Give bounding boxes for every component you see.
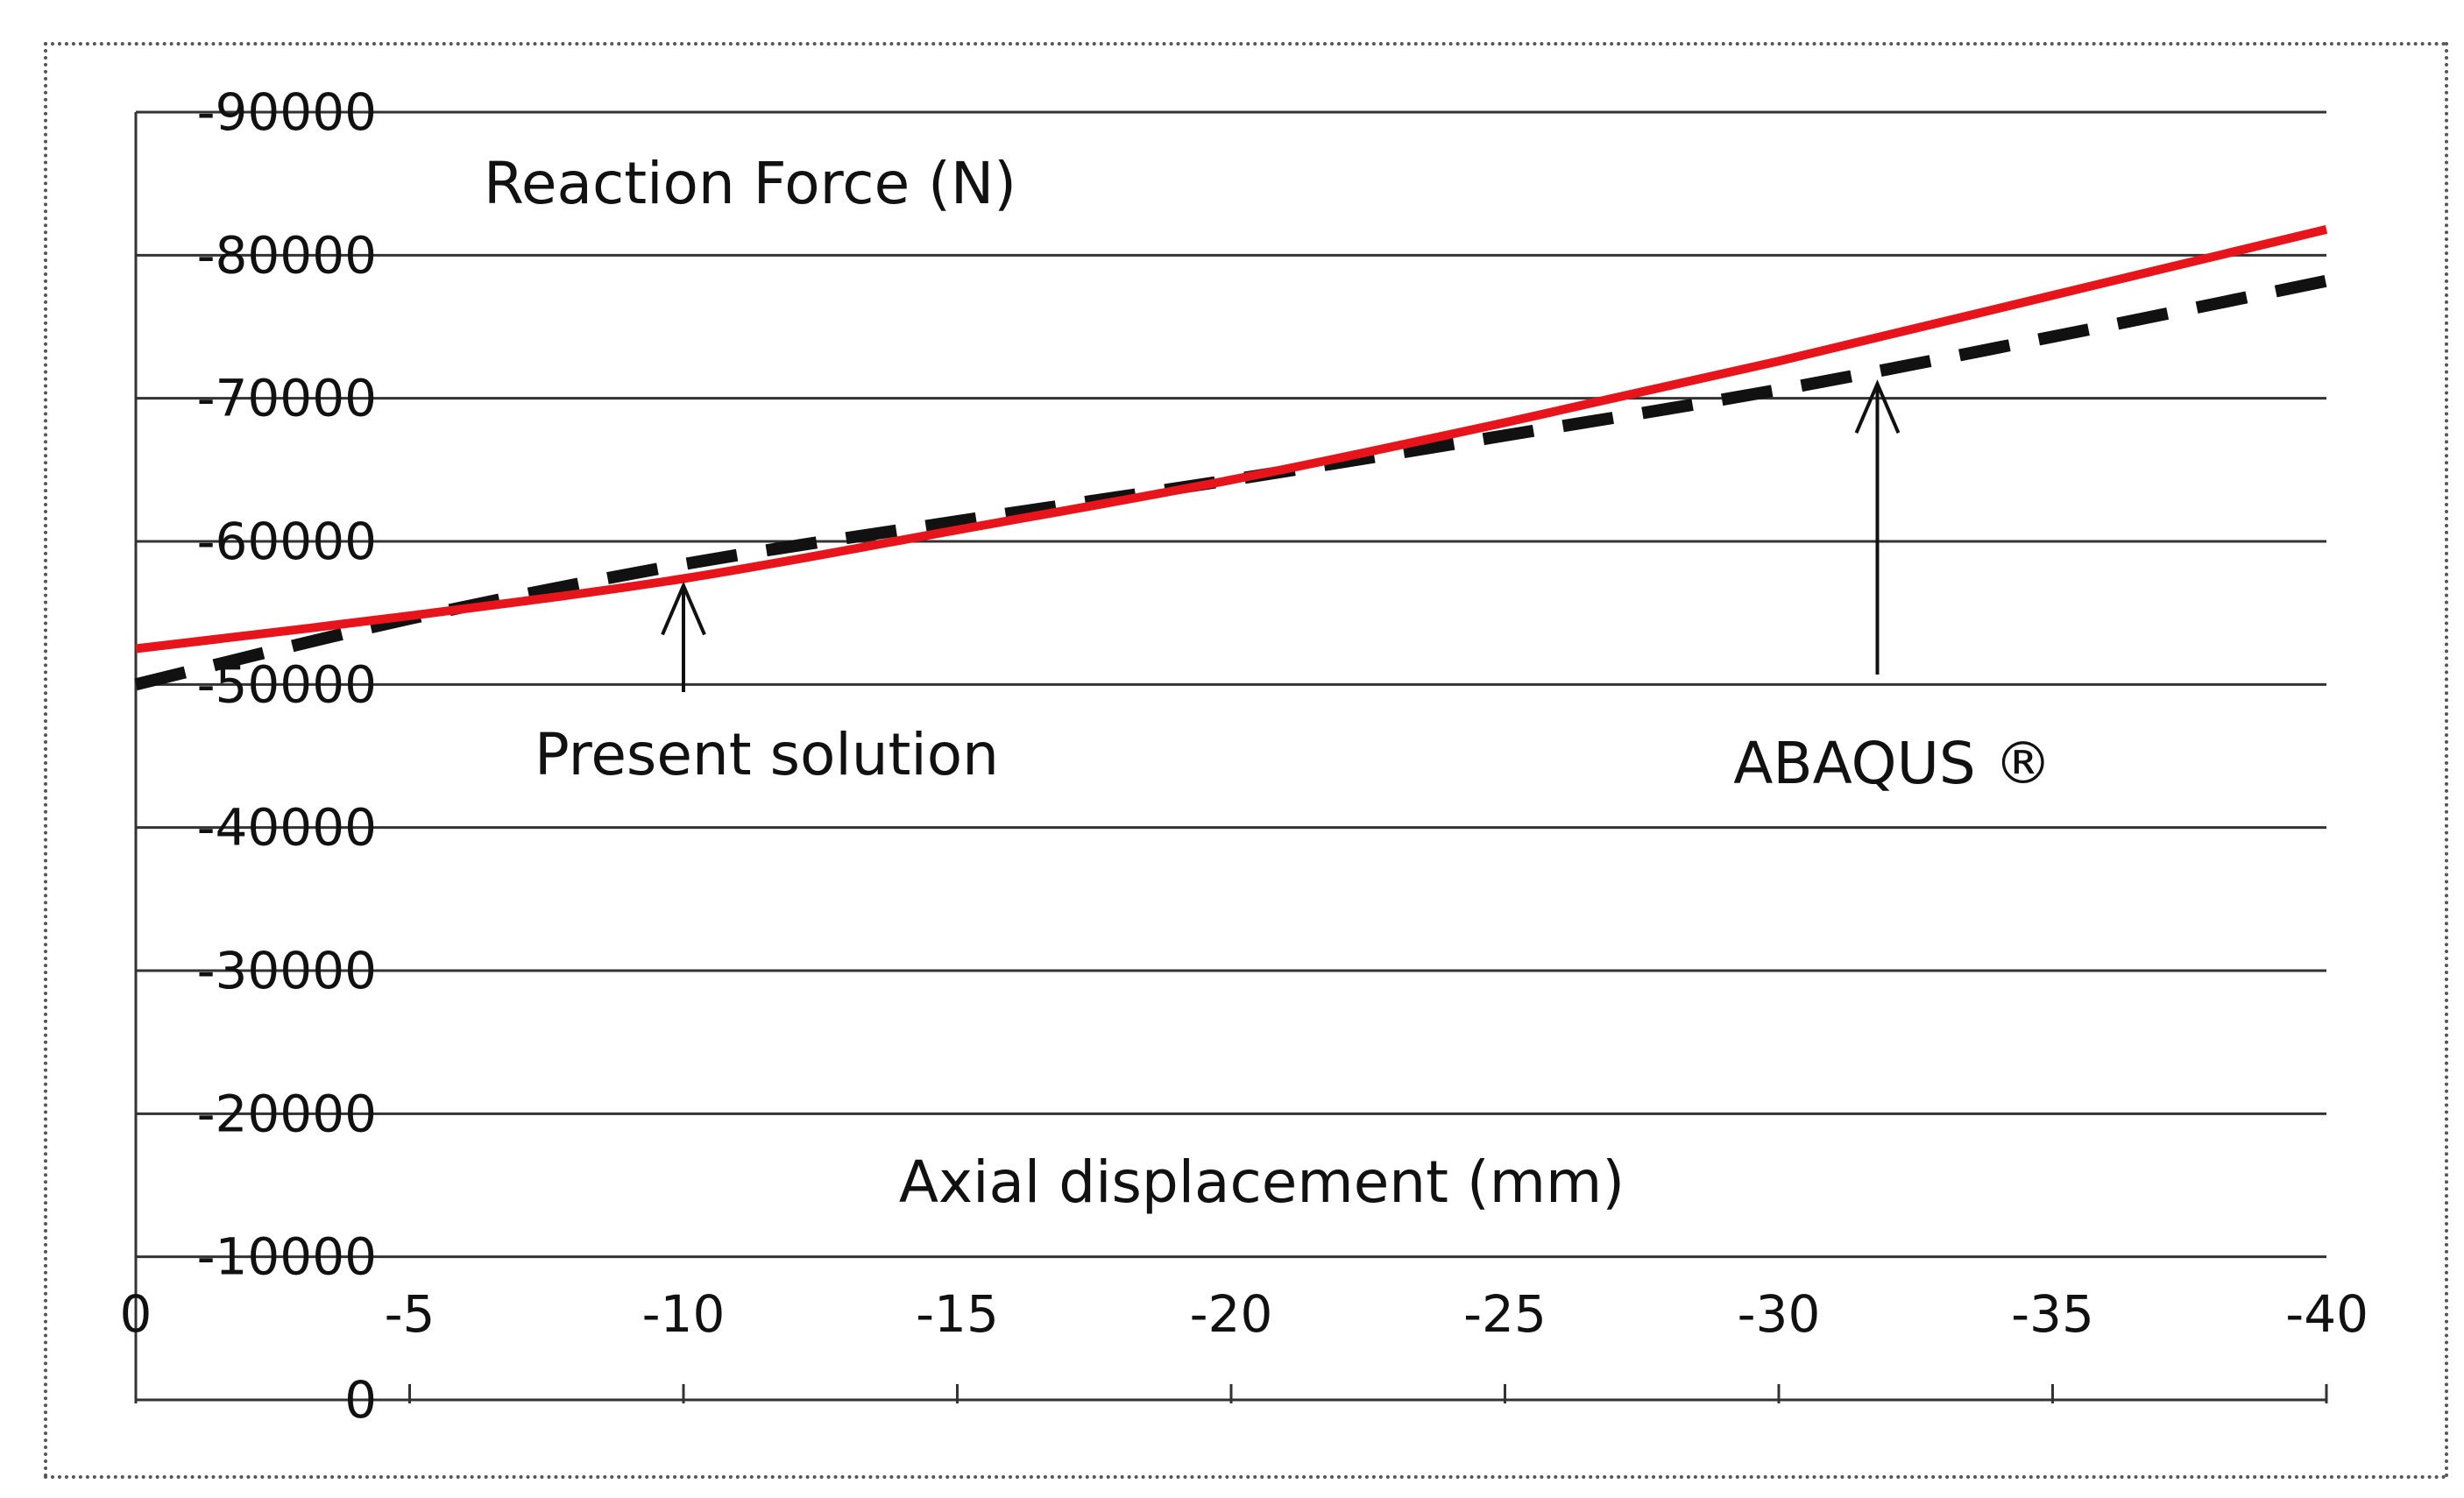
y-tick-label: -90000 xyxy=(197,82,377,142)
series-present-solution-line xyxy=(135,225,2328,654)
series-abaqus-line xyxy=(134,274,2328,691)
annotation-present-solution-label: Present solution xyxy=(535,721,999,788)
y-tick-label: -20000 xyxy=(197,1084,377,1143)
y-tick-label: -80000 xyxy=(197,225,377,285)
y-tick-labels: 0-10000-20000-30000-40000-50000-60000-70… xyxy=(197,82,377,1430)
series-lines xyxy=(134,225,2328,691)
y-tick-label: -10000 xyxy=(197,1227,377,1287)
x-tick-label: -25 xyxy=(1463,1284,1547,1344)
y-tick-label: -30000 xyxy=(197,941,377,1000)
y-tick-label: -60000 xyxy=(197,512,377,571)
x-tick-label: -40 xyxy=(2285,1284,2368,1344)
x-tick-label: 0 xyxy=(120,1284,152,1344)
y-tick-label: 0 xyxy=(344,1370,377,1430)
x-tick-label: -20 xyxy=(1190,1284,1273,1344)
annotation-abaqus-arrow xyxy=(1854,379,1901,675)
y-tick-label: -70000 xyxy=(197,369,377,428)
axes xyxy=(134,112,2328,1403)
y-axis-title: Reaction Force (N) xyxy=(484,150,1016,217)
x-axis-title: Axial displacement (mm) xyxy=(899,1148,1625,1216)
x-tick-label: -10 xyxy=(642,1284,726,1344)
x-tick-label: -35 xyxy=(2011,1284,2094,1344)
annotation-abaqus-label: ABAQUS ® xyxy=(1733,730,2052,797)
grid-lines xyxy=(136,110,2326,1259)
x-tick-labels: 0 -5 -10 -15 -20 -25 -30 -35 -40 xyxy=(120,1284,2368,1344)
x-tick-label: -30 xyxy=(1738,1284,1821,1344)
x-tick-label: -5 xyxy=(385,1284,435,1344)
annotations: Present solution ABAQUS ® xyxy=(535,379,2052,797)
chart-frame xyxy=(44,42,2448,1479)
x-tick-label: -15 xyxy=(916,1284,999,1344)
y-tick-label: -40000 xyxy=(197,798,377,858)
annotation-present-solution-arrow xyxy=(661,581,706,692)
